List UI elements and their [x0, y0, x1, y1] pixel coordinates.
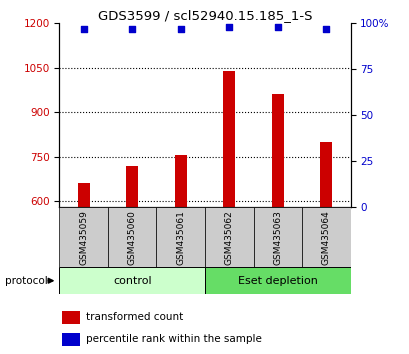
- Bar: [62, 311, 80, 324]
- Bar: [204, 207, 253, 267]
- Bar: [204, 267, 350, 294]
- Bar: [156, 207, 204, 267]
- Bar: [253, 207, 301, 267]
- Bar: [126, 166, 138, 207]
- Point: [322, 26, 329, 32]
- Text: protocol: protocol: [5, 276, 48, 286]
- Bar: [174, 155, 187, 207]
- Point: [225, 24, 232, 29]
- Text: Eset depletion: Eset depletion: [237, 275, 317, 286]
- Text: GDS3599 / scl52940.15.185_1-S: GDS3599 / scl52940.15.185_1-S: [97, 9, 312, 22]
- Bar: [319, 142, 332, 207]
- Bar: [77, 183, 90, 207]
- Point: [177, 26, 184, 32]
- Text: GSM435059: GSM435059: [79, 210, 88, 265]
- Text: percentile rank within the sample: percentile rank within the sample: [85, 335, 261, 344]
- Bar: [301, 207, 350, 267]
- Bar: [222, 70, 235, 207]
- Text: GSM435061: GSM435061: [176, 210, 185, 265]
- Text: GSM435063: GSM435063: [273, 210, 281, 265]
- Point: [128, 26, 135, 32]
- Text: GSM435060: GSM435060: [128, 210, 136, 265]
- Bar: [271, 94, 283, 207]
- Text: transformed count: transformed count: [85, 312, 182, 322]
- Bar: [59, 207, 108, 267]
- Point: [80, 26, 87, 32]
- Text: control: control: [112, 275, 151, 286]
- Point: [274, 24, 281, 29]
- Bar: [59, 267, 204, 294]
- Bar: [62, 333, 80, 346]
- Bar: [108, 207, 156, 267]
- Text: GSM435062: GSM435062: [224, 210, 233, 264]
- Text: GSM435064: GSM435064: [321, 210, 330, 264]
